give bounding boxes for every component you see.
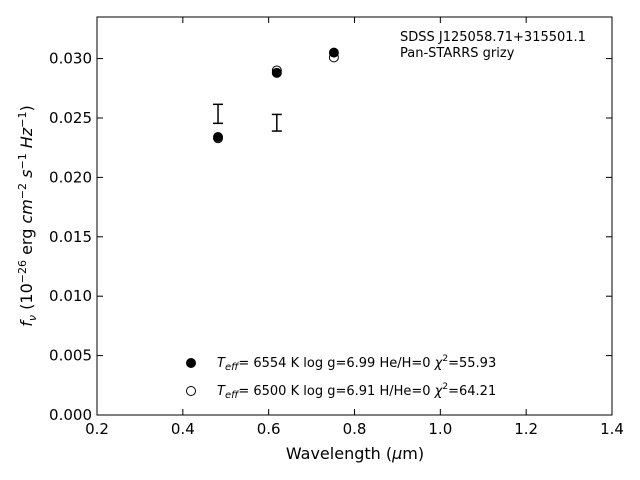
target-name: SDSS J125058.71+315501.1 (400, 30, 586, 45)
y-tick-label: 0.025 (49, 109, 92, 127)
y-tick-label: 0.000 (49, 406, 92, 424)
y-axis-title: fν (10−26 erg cm−2 s−1 Hz−1) (16, 105, 39, 326)
legend-entry-2: Teff= 6500 K log g=6.91 H/He=0 χ2=64.21 (217, 382, 496, 401)
model-point-filled (271, 67, 282, 78)
survey-name: Pan-STARRS grizy (400, 46, 515, 61)
y-tick-label: 0.015 (49, 228, 92, 246)
observed-errorbars (213, 103, 282, 132)
legend: Teff= 6554 K log g=6.99 He/H=0 χ2=55.93 … (186, 354, 496, 401)
y-tick-label: 0.010 (49, 287, 92, 305)
x-tick-label: 0.6 (257, 420, 281, 438)
model-point-open (213, 133, 224, 144)
legend-marker-open (186, 386, 196, 396)
x-tick-label: 1.2 (514, 420, 538, 438)
y-tick-label: 0.005 (49, 347, 92, 365)
errorbar (213, 103, 224, 125)
x-tick-label: 0.8 (343, 420, 367, 438)
y-tick-label: 0.030 (49, 50, 92, 68)
x-tick-label: 1.4 (600, 420, 624, 438)
model-points (213, 47, 339, 144)
y-tick-label: 0.020 (49, 168, 92, 186)
legend-entry-1: Teff= 6554 K log g=6.99 He/H=0 χ2=55.93 (217, 354, 496, 373)
model-point-open (328, 52, 339, 63)
x-axis-title: Wavelength (μm) (286, 444, 424, 463)
x-tick-label: 1.0 (428, 420, 452, 438)
x-tick-label: 0.2 (85, 420, 109, 438)
errorbar (271, 113, 282, 132)
x-tick-label: 0.4 (171, 420, 195, 438)
axis-ticks: 0.2 0.4 0.6 0.8 1.0 1.2 1.4 0.000 0.005 0.010 0.01… (49, 17, 624, 438)
legend-marker-filled (186, 358, 196, 368)
model-point-open (271, 65, 282, 76)
